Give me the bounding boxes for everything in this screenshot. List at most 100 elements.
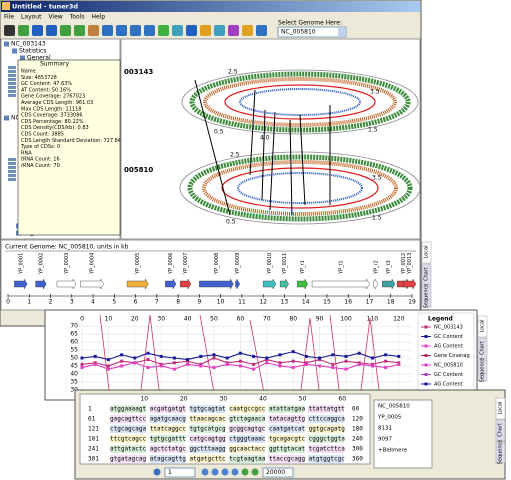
end-input[interactable] xyxy=(262,467,294,478)
tool-button[interactable] xyxy=(214,25,225,36)
highlight xyxy=(110,425,146,433)
button[interactable] xyxy=(241,468,249,476)
tab[interactable] xyxy=(477,315,488,338)
tool-button[interactable] xyxy=(242,25,253,36)
highlight xyxy=(110,445,146,453)
button[interactable] xyxy=(231,468,239,476)
tree-item[interactable]: NC_003143 xyxy=(11,41,46,48)
series-point xyxy=(225,361,229,365)
gene-label: YP_0004 xyxy=(89,253,95,275)
row-start: 61 xyxy=(88,416,96,423)
series-point xyxy=(106,358,110,362)
tab[interactable] xyxy=(495,441,506,464)
series-point xyxy=(172,367,176,371)
tool-button[interactable] xyxy=(102,25,113,36)
tab[interactable] xyxy=(477,359,488,382)
tool-button[interactable] xyxy=(4,25,15,36)
tool-button[interactable] xyxy=(88,25,99,36)
gene-label: YP_t1 xyxy=(338,260,344,275)
highlight xyxy=(149,425,186,433)
tree-icon xyxy=(8,78,16,81)
menu-item[interactable]: Help xyxy=(91,14,105,21)
series-point xyxy=(186,362,190,366)
tree-icon xyxy=(8,66,16,69)
menu-item[interactable]: File xyxy=(4,14,14,21)
legend-label: Gene Coverag xyxy=(434,353,470,359)
tab[interactable] xyxy=(421,241,432,264)
series-point xyxy=(238,359,242,363)
menu-item[interactable]: Layout xyxy=(21,14,42,21)
tick-label: 16 xyxy=(344,299,352,306)
button[interactable] xyxy=(221,468,229,476)
chart-window xyxy=(44,309,478,401)
tool-button[interactable] xyxy=(60,25,71,36)
highlight xyxy=(110,415,146,423)
gene-arrow xyxy=(56,278,77,290)
tree-icon xyxy=(8,90,16,93)
series-point xyxy=(93,362,97,366)
y-tick-label: 45 xyxy=(70,362,78,369)
tool-button[interactable] xyxy=(116,25,127,36)
tree-icon xyxy=(8,74,16,77)
tree-item[interactable]: General xyxy=(27,55,51,62)
series-point xyxy=(252,367,256,371)
series-point xyxy=(318,358,322,362)
scale-label: 1.5 xyxy=(372,215,382,222)
coverage-lines xyxy=(99,314,381,399)
stat-line: CDS Length Standard Deviation: 727.84 xyxy=(21,138,121,144)
dropdown-arrow[interactable] xyxy=(338,28,345,36)
legend-label: AG Content xyxy=(434,382,463,388)
button[interactable] xyxy=(211,468,219,476)
tabs: Local Chart Sequence xyxy=(421,241,432,308)
legend-label: AG Content xyxy=(434,344,463,350)
tab[interactable] xyxy=(421,263,432,286)
tool-button[interactable] xyxy=(32,25,43,36)
row-start: 181 xyxy=(88,436,99,443)
tool-button[interactable] xyxy=(158,25,169,36)
tool-button[interactable] xyxy=(144,25,155,36)
tree-item[interactable]: Statistics xyxy=(19,48,46,55)
tool-button[interactable] xyxy=(200,25,211,36)
tool-button[interactable] xyxy=(18,25,29,36)
menu-item[interactable]: Tools xyxy=(69,14,85,21)
tool-button[interactable] xyxy=(46,25,57,36)
button[interactable] xyxy=(153,468,161,476)
tick-label: 5 xyxy=(112,299,116,306)
row-start: 121 xyxy=(88,426,99,433)
gene-arrow xyxy=(180,278,192,290)
legend-marker xyxy=(424,335,428,338)
menu-item[interactable]: View xyxy=(48,14,62,21)
highlight xyxy=(110,435,146,443)
tool-button[interactable] xyxy=(186,25,197,36)
genome-label: 003143 xyxy=(124,68,153,76)
info-line: 8131 xyxy=(378,426,392,432)
tool-button[interactable] xyxy=(130,25,141,36)
tab[interactable] xyxy=(495,397,506,420)
window-title: Untitled - tuner3d xyxy=(12,3,78,11)
series-point xyxy=(397,361,401,365)
highlight xyxy=(189,405,226,413)
legend-title: Legend xyxy=(428,316,453,323)
tool-button[interactable] xyxy=(172,25,183,36)
tab[interactable] xyxy=(421,285,432,308)
tool-button[interactable] xyxy=(228,25,239,36)
highlight xyxy=(268,425,305,433)
series-point xyxy=(291,366,295,370)
highlight xyxy=(268,455,305,463)
series-point xyxy=(384,353,388,357)
tabs: Local Chart Sequence xyxy=(495,397,506,464)
gene-label: YP_0009 xyxy=(235,253,241,275)
genome-select[interactable] xyxy=(277,26,347,38)
highlight xyxy=(268,435,305,443)
gene-arrow xyxy=(296,278,309,290)
tab[interactable] xyxy=(477,337,488,360)
tool-button[interactable] xyxy=(74,25,85,36)
start-input[interactable] xyxy=(164,467,196,478)
series-point xyxy=(291,359,295,363)
genome-rings xyxy=(179,69,421,225)
tree-icon xyxy=(12,48,17,54)
tool-button[interactable] xyxy=(256,25,267,36)
tab[interactable] xyxy=(495,419,506,442)
button[interactable] xyxy=(201,468,209,476)
button[interactable] xyxy=(251,468,259,476)
